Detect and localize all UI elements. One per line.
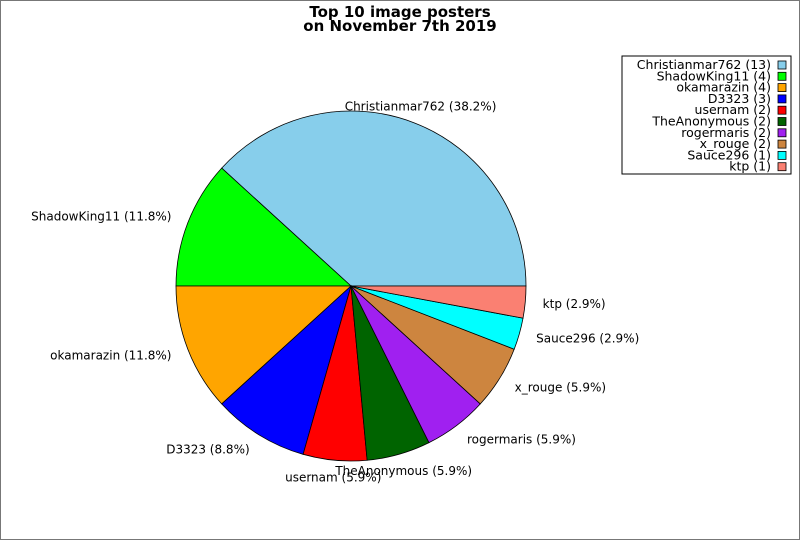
slice-label-ktp: ktp (2.9%)	[543, 297, 606, 311]
legend-label-ktp: ktp (1)	[729, 159, 771, 174]
legend-swatch-ShadowKing11	[777, 71, 787, 81]
slice-label-D3323: D3323 (8.8%)	[166, 443, 249, 457]
slice-label-x_rouge: x_rouge (5.9%)	[515, 380, 606, 394]
slice-label-ShadowKing11: ShadowKing11 (11.8%)	[31, 209, 171, 223]
legend-swatch-D3323	[777, 94, 787, 104]
slice-label-okamarazin: okamarazin (11.8%)	[50, 349, 171, 363]
chart-title-line-2: on November 7th 2019	[303, 17, 496, 35]
legend-swatch-okamarazin	[777, 83, 787, 92]
legend-swatch-TheAnonymous	[777, 117, 787, 126]
pie-slice-ktp	[350, 285, 527, 319]
pie-slice-D3323	[221, 284, 352, 455]
legend-swatch-usernam	[777, 105, 787, 115]
legend-swatch-rogermaris	[777, 128, 787, 138]
legend-label-ShadowKing11: ShadowKing11 (4)	[657, 68, 771, 83]
pie-slice-ShadowKing11	[175, 167, 353, 287]
pie-slice-Christianmar762	[221, 110, 527, 287]
slice-label-Sauce296: Sauce296 (2.9%)	[536, 332, 639, 346]
chart-title-line-1: Top 10 image posters	[309, 3, 490, 21]
slice-label-usernam: usernam (5.9%)	[285, 471, 381, 485]
legend-swatch-Sauce296	[777, 150, 787, 160]
slice-label-TheAnonymous: TheAnonymous (5.9%)	[334, 464, 472, 478]
legend-swatch-ktp	[777, 162, 787, 172]
legend-label-Christianmar762: Christianmar762 (13)	[637, 57, 771, 72]
legend-box	[621, 55, 792, 175]
legend-label-usernam: usernam (2)	[695, 102, 771, 117]
legend-swatch-x_rouge	[777, 139, 787, 149]
legend-label-TheAnonymous: TheAnonymous (2)	[651, 114, 771, 129]
legend-label-okamarazin: okamarazin (4)	[676, 80, 771, 95]
legend: Christianmar762 (13)ShadowKing11 (4)okam…	[621, 55, 792, 175]
pie-slice-okamarazin	[175, 285, 353, 405]
legend-label-D3323: D3323 (3)	[708, 91, 771, 106]
legend-label-Sauce296: Sauce296 (1)	[687, 147, 771, 162]
legend-label-x_rouge: x_rouge (2)	[700, 136, 771, 151]
legend-label-rogermaris: rogermaris (2)	[681, 125, 771, 140]
legend-swatch-Christianmar762	[777, 60, 787, 70]
slice-label-Christianmar762: Christianmar762 (38.2%)	[345, 99, 497, 113]
slice-label-rogermaris: rogermaris (5.9%)	[467, 433, 576, 447]
